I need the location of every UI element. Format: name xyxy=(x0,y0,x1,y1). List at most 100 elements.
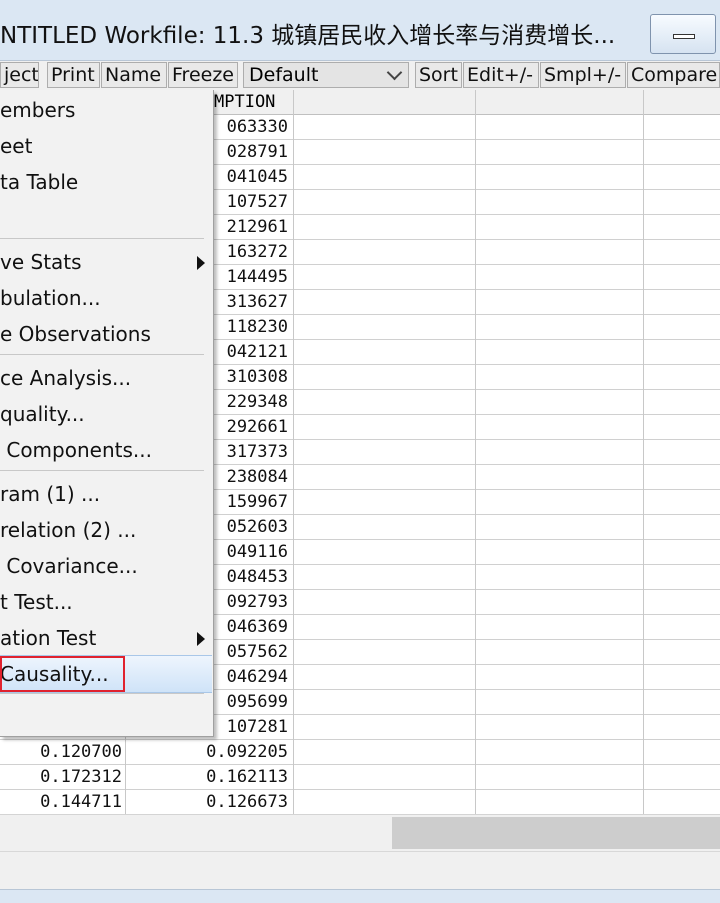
menu-item[interactable]: bulation... xyxy=(0,281,212,315)
table-row[interactable]: 048453 xyxy=(0,565,720,590)
table-cell[interactable]: 042121 xyxy=(226,342,288,362)
menu-item[interactable]: ve Stats xyxy=(0,245,212,279)
table-cell[interactable]: 0.092205 xyxy=(206,742,288,762)
table-row[interactable]: 107527 xyxy=(0,190,720,215)
table-row[interactable]: 163272 xyxy=(0,240,720,265)
menu-item-label: Components... xyxy=(0,438,152,462)
menu-item[interactable]: eet xyxy=(0,129,212,163)
menu-item[interactable]: ta Table xyxy=(0,165,212,199)
table-cell[interactable]: 057562 xyxy=(226,642,288,662)
table-cell[interactable]: 0.120700 xyxy=(40,742,122,762)
menu-item[interactable]: Components... xyxy=(0,433,212,467)
table-row[interactable]: 052603 xyxy=(0,515,720,540)
table-cell[interactable]: 238084 xyxy=(226,467,288,487)
table-cell[interactable]: 292661 xyxy=(226,417,288,437)
table-cell[interactable]: 092793 xyxy=(226,592,288,612)
table-cell[interactable]: 063330 xyxy=(226,117,288,137)
table-row[interactable]: 0.172312 0.162113 xyxy=(0,765,720,790)
table-row[interactable]: 095699 xyxy=(0,690,720,715)
table-row[interactable]: 317373 xyxy=(0,440,720,465)
window-title: NTITLED Workfile: 11.3 城镇居民收入增长率与消费增长... xyxy=(0,23,616,49)
table-row[interactable]: 144495 xyxy=(0,265,720,290)
table-cell[interactable]: 046294 xyxy=(226,667,288,687)
table-cell[interactable]: 048453 xyxy=(226,567,288,587)
table-cell[interactable]: 0.172312 xyxy=(40,767,122,787)
table-row[interactable]: 212961 xyxy=(0,215,720,240)
menu-item[interactable]: embers xyxy=(0,93,212,127)
table-row[interactable]: 049116 xyxy=(0,540,720,565)
freeze-button[interactable]: Freeze xyxy=(168,62,238,88)
table-row[interactable]: 092793 xyxy=(0,590,720,615)
menu-item-label: ce Analysis... xyxy=(0,366,132,390)
chevron-down-icon xyxy=(386,64,403,81)
minimize-button[interactable] xyxy=(650,14,716,54)
menu-item[interactable]: quality... xyxy=(0,397,212,431)
smpl-button[interactable]: Smpl+/- xyxy=(540,62,626,88)
table-row[interactable]: 118230 xyxy=(0,315,720,340)
table-row[interactable]: 041045 xyxy=(0,165,720,190)
table-row[interactable]: 028791 xyxy=(0,140,720,165)
compare-button[interactable]: Compare+ xyxy=(627,62,720,88)
object-button[interactable]: ject xyxy=(0,62,39,88)
menu-item[interactable]: ation Test xyxy=(0,621,212,655)
column-divider xyxy=(475,90,476,814)
table-cell[interactable]: 095699 xyxy=(226,692,288,712)
menu-separator xyxy=(0,354,204,355)
print-button[interactable]: Print xyxy=(47,62,100,88)
menu-item[interactable]: e Observations xyxy=(0,317,212,351)
name-button[interactable]: Name xyxy=(101,62,167,88)
table-cell[interactable]: 144495 xyxy=(226,267,288,287)
table-cell[interactable]: 229348 xyxy=(226,392,288,412)
table-row[interactable]: 229348 xyxy=(0,390,720,415)
table-cell[interactable]: 028791 xyxy=(226,142,288,162)
table-row[interactable]: 0.144711 0.126673 xyxy=(0,790,720,814)
table-cell[interactable]: 107281 xyxy=(226,717,288,737)
menu-item-label: e Observations xyxy=(0,322,151,346)
sort-button[interactable]: Sort xyxy=(415,62,462,88)
table-row[interactable]: 313627 xyxy=(0,290,720,315)
table-cell[interactable]: 0.126673 xyxy=(206,792,288,812)
table-row[interactable]: 292661 xyxy=(0,415,720,440)
menu-item-label: eet xyxy=(0,134,33,158)
horizontal-scrollbar[interactable] xyxy=(0,814,720,851)
table-cell[interactable]: 046369 xyxy=(226,617,288,637)
table-cell[interactable]: 041045 xyxy=(226,167,288,187)
table-row[interactable]: 057562 xyxy=(0,640,720,665)
table-cell[interactable]: 159967 xyxy=(226,492,288,512)
scrollbar-thumb[interactable] xyxy=(392,817,720,849)
display-format-select[interactable]: Default xyxy=(243,62,409,88)
table-row[interactable]: 159967 xyxy=(0,490,720,515)
table-cell[interactable]: 317373 xyxy=(226,442,288,462)
table-row[interactable]: 238084 xyxy=(0,465,720,490)
table-cell[interactable]: 163272 xyxy=(226,242,288,262)
context-menu: embers eet ta Table ve Stats bulation... e Ob… xyxy=(0,90,214,737)
menu-item[interactable]: relation (2) ... xyxy=(0,513,212,547)
table-row[interactable]: 107281 xyxy=(0,715,720,740)
table-cell[interactable]: 118230 xyxy=(226,317,288,337)
window-titlebar[interactable]: NTITLED Workfile: 11.3 城镇居民收入增长率与消费增长... xyxy=(0,0,720,61)
table-cell[interactable]: 212961 xyxy=(226,217,288,237)
table-row[interactable]: 310308 xyxy=(0,365,720,390)
table-row[interactable]: 046294 xyxy=(0,665,720,690)
column-divider xyxy=(293,90,294,814)
table-row[interactable]: 0.120700 0.092205 xyxy=(0,740,720,765)
table-cell[interactable]: 049116 xyxy=(226,542,288,562)
column-divider xyxy=(643,90,644,814)
menu-item[interactable]: ce Analysis... xyxy=(0,361,212,395)
edit-button[interactable]: Edit+/- xyxy=(463,62,539,88)
table-cell[interactable]: 0.144711 xyxy=(40,792,122,812)
table-cell[interactable]: 052603 xyxy=(226,517,288,537)
menu-item-label: Covariance... xyxy=(0,554,138,578)
column-header-consumption[interactable]: MPTION xyxy=(214,92,276,112)
table-row[interactable]: 063330 xyxy=(0,115,720,140)
menu-item[interactable]: t Test... xyxy=(0,585,212,619)
menu-item[interactable]: Covariance... xyxy=(0,549,212,583)
menu-item[interactable]: ram (1) ... xyxy=(0,477,212,511)
table-row[interactable]: 042121 xyxy=(0,340,720,365)
menu-item[interactable]: Causality... xyxy=(0,657,212,691)
table-row[interactable]: 046369 xyxy=(0,615,720,640)
table-cell[interactable]: 313627 xyxy=(226,292,288,312)
table-cell[interactable]: 0.162113 xyxy=(206,767,288,787)
table-cell[interactable]: 107527 xyxy=(226,192,288,212)
table-cell[interactable]: 310308 xyxy=(226,367,288,387)
